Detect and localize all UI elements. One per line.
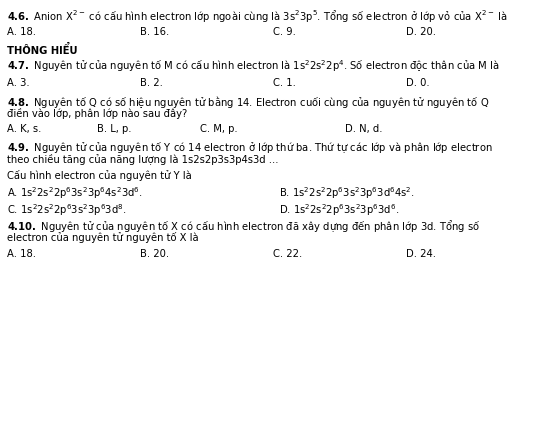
Text: C. 22.: C. 22. bbox=[273, 249, 302, 259]
Text: $\mathbf{4.9.}$ Nguyên tử của nguyên tố Y có 14 electron ở lớp thứ ba. Thứ tự cá: $\mathbf{4.9.}$ Nguyên tử của nguyên tố … bbox=[7, 140, 493, 155]
Text: $\mathbf{4.7.}$ Nguyên tử của nguyên tố M có cấu hình electron là 1s$^2$2s$^2$2p: $\mathbf{4.7.}$ Nguyên tử của nguyên tố … bbox=[7, 58, 499, 74]
Text: C. 1s$^2$2s$^2$2p$^6$3s$^2$3p$^6$3d$^8$.: C. 1s$^2$2s$^2$2p$^6$3s$^2$3p$^6$3d$^8$. bbox=[7, 202, 127, 218]
Text: C. M, p.: C. M, p. bbox=[200, 124, 238, 134]
Text: B. L, p.: B. L, p. bbox=[97, 124, 132, 134]
Text: C. 1.: C. 1. bbox=[273, 78, 296, 88]
Text: A. 1s$^2$2s$^2$2p$^6$3s$^2$3p$^6$4s$^2$3d$^6$.: A. 1s$^2$2s$^2$2p$^6$3s$^2$3p$^6$4s$^2$3… bbox=[7, 185, 143, 201]
Text: D. 1s$^2$2s$^2$2p$^6$3s$^2$3p$^6$3d$^6$.: D. 1s$^2$2s$^2$2p$^6$3s$^2$3p$^6$3d$^6$. bbox=[279, 202, 399, 218]
Text: B. 20.: B. 20. bbox=[140, 249, 169, 259]
Text: theo chiều tăng của năng lượng là 1s2s2p3s3p4s3d ...: theo chiều tăng của năng lượng là 1s2s2p… bbox=[7, 154, 278, 165]
Text: Cấu hình electron của nguyên tử Y là: Cấu hình electron của nguyên tử Y là bbox=[7, 170, 192, 181]
Text: điền vào lớp, phân lớp nào sau đây?: điền vào lớp, phân lớp nào sau đây? bbox=[7, 108, 187, 119]
Text: A. 18.: A. 18. bbox=[7, 27, 36, 37]
Text: B. 16.: B. 16. bbox=[140, 27, 169, 37]
Text: A. 18.: A. 18. bbox=[7, 249, 36, 259]
Text: D. 20.: D. 20. bbox=[406, 27, 436, 37]
Text: $\mathbf{4.10.}$ Nguyên tử của nguyên tố X có cấu hình electron đã xây dựng đến : $\mathbf{4.10.}$ Nguyên tử của nguyên tố… bbox=[7, 218, 480, 234]
Text: $\mathbf{4.6.}$ Anion X$^{2-}$ có cấu hình electron lớp ngoài cùng là 3s$^2$3p$^: $\mathbf{4.6.}$ Anion X$^{2-}$ có cấu hì… bbox=[7, 8, 508, 24]
Text: D. 24.: D. 24. bbox=[406, 249, 436, 259]
Text: D. 0.: D. 0. bbox=[406, 78, 430, 88]
Text: electron của nguyên tử nguyên tố X là: electron của nguyên tử nguyên tố X là bbox=[7, 232, 199, 243]
Text: $\mathbf{4.8.}$ Nguyên tố Q có số hiệu nguyên tử bằng 14. Electron cuối cùng của: $\mathbf{4.8.}$ Nguyên tố Q có số hiệu n… bbox=[7, 94, 489, 110]
Text: A. K, s.: A. K, s. bbox=[7, 124, 41, 134]
Text: B. 1s$^2$2s$^2$2p$^6$3s$^2$3p$^6$3d$^6$4s$^2$.: B. 1s$^2$2s$^2$2p$^6$3s$^2$3p$^6$3d$^6$4… bbox=[279, 185, 415, 201]
Text: D. N, d.: D. N, d. bbox=[345, 124, 382, 134]
Text: THÔNG HIỂU: THÔNG HIỂU bbox=[7, 44, 78, 56]
Text: B. 2.: B. 2. bbox=[140, 78, 163, 88]
Text: A. 3.: A. 3. bbox=[7, 78, 30, 88]
Text: C. 9.: C. 9. bbox=[273, 27, 296, 37]
